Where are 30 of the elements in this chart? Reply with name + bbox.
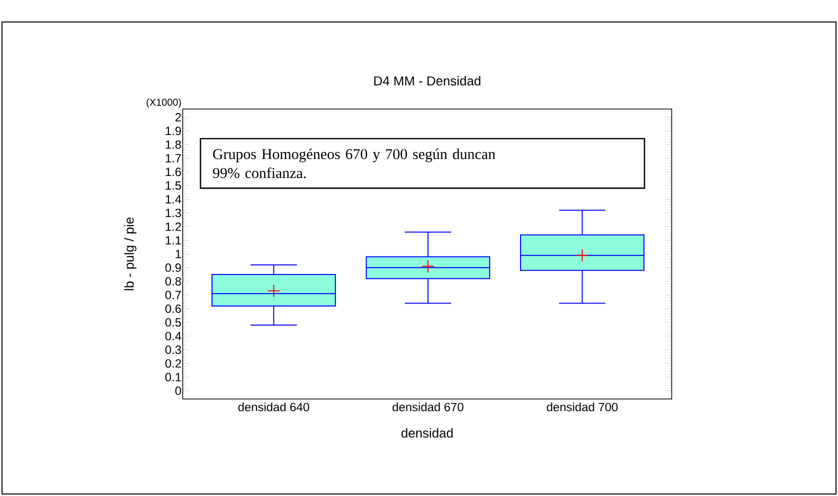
x-tick-label: densidad 640 <box>238 402 310 412</box>
y-tick-label: 1.6 <box>166 168 181 176</box>
y-tick-label: 1.5 <box>166 181 181 190</box>
annotation: Grupos Homogéneos 670 y 700 según duncan <box>213 148 496 162</box>
y-tick-label: 1.3 <box>166 208 181 218</box>
y-tick-label: 2 <box>175 113 181 122</box>
x-tick-label: densidad 670 <box>392 402 464 412</box>
y-tick-label: 0.5 <box>165 318 181 327</box>
y-tick-label: 1.1 <box>166 236 181 244</box>
y-tick-label: 1.7 <box>166 154 181 162</box>
y-tick-label: 0.8 <box>165 277 181 286</box>
y-tick-label: 1.2 <box>166 222 181 231</box>
x-axis-title: densidad <box>401 428 453 438</box>
y-tick-label: 1.8 <box>166 140 181 149</box>
y-tick-label: 0 <box>175 386 182 395</box>
y-tick-label: 0.2 <box>165 359 181 368</box>
annotation: 99% confianza. <box>212 167 306 178</box>
y-axis-title: lb - pulg / pie <box>124 218 136 290</box>
y-tick-label: 0.7 <box>165 290 181 300</box>
y-tick-label: 1.4 <box>166 195 182 204</box>
y-tick-label: 1.9 <box>166 126 181 136</box>
y-tick-label: 0.6 <box>165 304 181 313</box>
y-tick-label: 1 <box>176 250 181 258</box>
y-tick-label: 0.3 <box>165 346 181 354</box>
y-tick-label: 0.9 <box>165 263 181 272</box>
text: (X1000) <box>146 98 181 108</box>
chart-title: D4 MM - Densidad <box>374 76 480 86</box>
y-tick-label: 0.1 <box>165 372 181 382</box>
y-tick-label: 0.4 <box>165 332 182 340</box>
x-tick-label: densidad 700 <box>546 402 618 412</box>
